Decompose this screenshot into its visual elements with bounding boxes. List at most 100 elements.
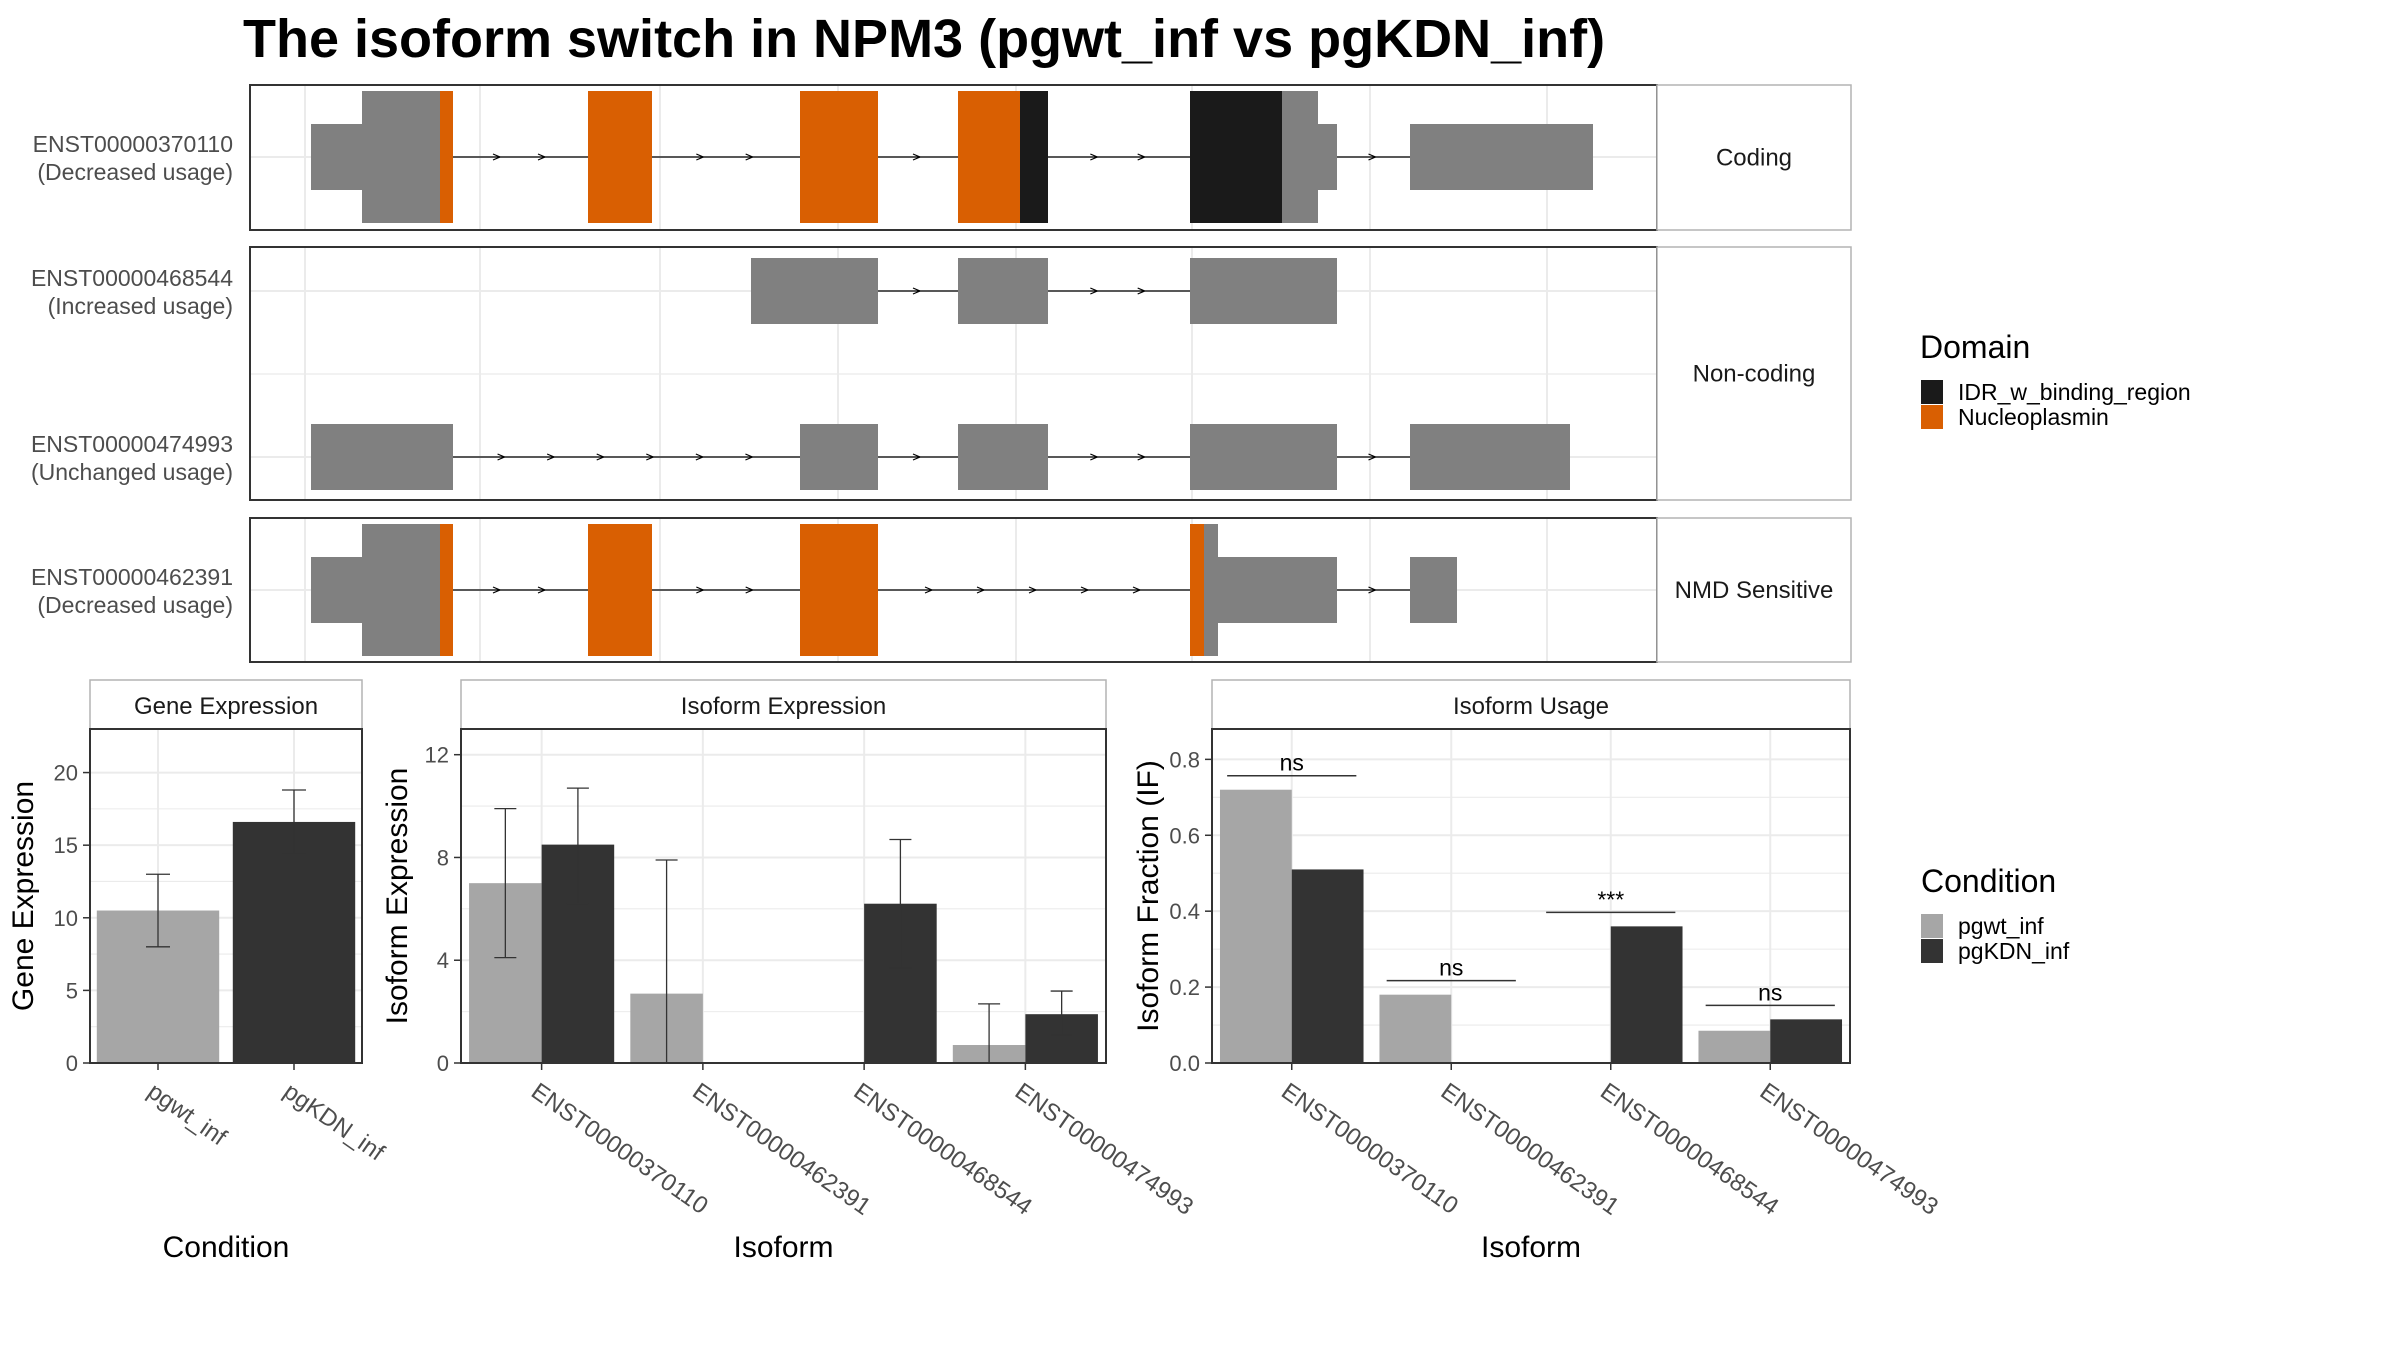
- exon-block: [1190, 424, 1337, 490]
- y-tick-label: 0.4: [1169, 899, 1200, 924]
- exon-block: [1410, 424, 1570, 490]
- y-tick-label: 0: [437, 1051, 449, 1076]
- strand-arrow: [1137, 153, 1147, 161]
- strand-arrow: [745, 586, 755, 594]
- panel-border: [89, 728, 363, 1064]
- condition-legend-label: pgwt_inf: [1958, 913, 2044, 939]
- strand-arrow: [1090, 453, 1099, 461]
- significance-label: ns: [1280, 750, 1304, 776]
- expression-bar-charts: Gene Expression 0 5 10 15 20 pgwt_inf pgKDN_inf…: [7, 679, 1943, 1264]
- x-tick-label: pgwt_inf: [143, 1078, 232, 1152]
- exon-block: [1410, 557, 1457, 623]
- strand-arrow: [1090, 287, 1099, 295]
- bar-pgwt_inf-ENST00000474993: [1698, 1030, 1771, 1063]
- y-tick-label: 4: [437, 948, 449, 973]
- strand-arrow: [1132, 586, 1142, 594]
- bar-pgKDN_inf: [232, 821, 356, 1063]
- strand-arrow: [1368, 453, 1378, 461]
- exon-block: [1204, 524, 1218, 656]
- condition-legend-key: [1921, 914, 1943, 938]
- x-axis-title: Isoform: [733, 1231, 833, 1264]
- nucleoplasmin-domain-block: [440, 524, 453, 656]
- facet-strip-label: Isoform Expression: [681, 693, 886, 720]
- strand-arrow: [924, 586, 934, 594]
- exon-block: [362, 524, 440, 656]
- bar-pgKDN_inf-ENST00000370110: [1291, 869, 1364, 1063]
- y-tick-label: 0.6: [1169, 823, 1200, 848]
- exon-block: [1218, 557, 1337, 623]
- exon-block: [1318, 124, 1337, 190]
- condition-legend-key: [1921, 939, 1943, 963]
- domain-legend-label: Nucleoplasmin: [1958, 404, 2109, 430]
- facet-strip-label: Non-coding: [1693, 361, 1816, 388]
- strand-arrow: [1368, 153, 1378, 161]
- domain-legend-label: IDR_w_binding_region: [1958, 379, 2191, 405]
- y-axis-title: Isoform Fraction (IF): [1132, 760, 1165, 1032]
- x-tick-label: ENST00000468544: [849, 1078, 1037, 1221]
- facet-strip: [460, 679, 1107, 730]
- strand-arrow: [646, 453, 655, 461]
- x-tick-label: ENST00000462391: [687, 1078, 875, 1221]
- y-tick-label: 5: [66, 978, 78, 1003]
- nucleoplasmin-domain-block: [440, 91, 453, 223]
- exon-block: [751, 258, 878, 324]
- exon-block: [958, 258, 1048, 324]
- nucleoplasmin-domain-block: [958, 91, 1020, 223]
- nucleoplasmin-domain-block: [800, 524, 878, 656]
- significance-label: ns: [1439, 955, 1463, 981]
- exon-block: [800, 424, 878, 490]
- transcript-id-label: ENST00000468544: [31, 265, 233, 291]
- y-tick-label: 15: [54, 833, 78, 858]
- significance-label: ns: [1758, 979, 1782, 1005]
- x-tick-label: pgKDN_inf: [279, 1078, 390, 1167]
- strand-arrow: [1080, 586, 1090, 594]
- transcript-usage-label: (Increased usage): [48, 293, 233, 319]
- facet-strip: [1656, 84, 1852, 231]
- nucleoplasmin-domain-block: [588, 91, 652, 223]
- bar-panel-isoform-expression: Isoform Expression04812ENST00000370110EN…: [381, 679, 1198, 1264]
- condition-legend-title: Condition: [1921, 863, 2056, 899]
- exon-block: [958, 424, 1048, 490]
- y-axis-title: Isoform Expression: [381, 768, 414, 1025]
- facet-strip-label: NMD Sensitive: [1675, 577, 1834, 604]
- facet-strip: [1211, 679, 1851, 730]
- x-tick-label: ENST00000370110: [526, 1078, 713, 1220]
- facet-strip-label: Gene Expression: [134, 693, 318, 720]
- condition-legend-label: pgKDN_inf: [1958, 938, 2070, 964]
- bar-pgKDN_inf-ENST00000468544: [1610, 926, 1683, 1063]
- strand-arrow: [1137, 453, 1147, 461]
- strand-arrow: [912, 287, 922, 295]
- strand-arrow: [1137, 287, 1147, 295]
- bar-panel-gene-expression: Gene Expression 0 5 10 15 20 pgwt_inf pgKDN_inf…: [7, 679, 390, 1264]
- strand-arrow: [745, 453, 754, 461]
- x-tick-label: ENST00000474993: [1010, 1078, 1198, 1221]
- y-tick-label: 0.2: [1169, 975, 1200, 1000]
- facet-strip: [1656, 517, 1852, 663]
- bar-pgwt_inf-ENST00000462391: [1379, 994, 1452, 1063]
- panel-border: [1211, 728, 1851, 1064]
- exon-block: [1282, 91, 1318, 223]
- exon-block: [1410, 124, 1593, 190]
- transcript-usage-label: (Decreased usage): [37, 592, 233, 618]
- y-tick-label: 20: [54, 761, 78, 786]
- x-axis-title: Condition: [163, 1231, 290, 1264]
- strand-arrow: [596, 453, 606, 461]
- nucleoplasmin-domain-block: [800, 91, 878, 223]
- strand-arrow: [912, 453, 922, 461]
- strand-arrow: [492, 153, 502, 161]
- strand-arrow: [546, 453, 556, 461]
- strand-arrow: [696, 153, 705, 161]
- exon-block: [311, 124, 362, 190]
- strand-arrow: [1368, 586, 1378, 594]
- significance-label: ***: [1597, 886, 1624, 912]
- figure-title: The isoform switch in NPM3 (pgwt_inf vs …: [243, 9, 1605, 69]
- facet-strip: [1656, 246, 1852, 501]
- nucleoplasmin-domain-block: [588, 524, 652, 656]
- transcript-id-label: ENST00000474993: [31, 431, 233, 457]
- exon-block: [311, 424, 453, 490]
- structure-panel-non-coding: Non-coding: [249, 246, 1852, 501]
- structure-panel-coding: Coding: [249, 84, 1852, 231]
- facet-strip: [89, 679, 363, 730]
